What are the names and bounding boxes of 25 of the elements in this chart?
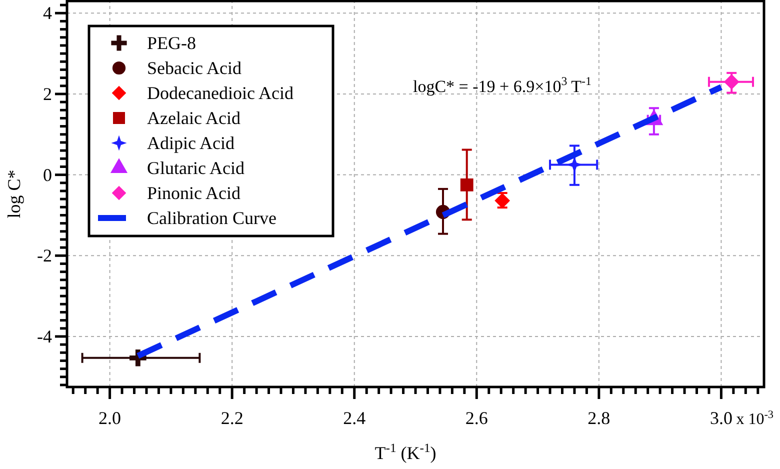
y-tick-label: 0 [43, 164, 52, 185]
annotation: logC* = -19 + 6.9×10$^{3}$ T$^{-1}$ [413, 74, 592, 96]
x-tick-label: 3.0 [710, 408, 732, 428]
legend-label: Adipic Acid [147, 133, 234, 153]
y-axis-title: log C* [4, 170, 24, 218]
x-tick-label: 2.8 [588, 408, 610, 428]
x-tick-label: 2.4 [343, 408, 366, 428]
legend-label: Glutaric Acid [147, 158, 244, 178]
point [724, 74, 740, 90]
y-tick-label: -2 [37, 246, 52, 266]
text: x 10$^{-3}$ [736, 409, 774, 428]
legend-label: PEG-8 [147, 33, 196, 53]
legend-label: Pinonic Acid [147, 183, 240, 203]
legend-label: Sebacic Acid [147, 58, 242, 78]
y-tick-label: -4 [37, 326, 52, 346]
legend-label: Dodecanedioic Acid [147, 83, 294, 103]
legend-label: Azelaic Acid [147, 108, 240, 128]
x-tick-label: 2.6 [465, 408, 488, 428]
y-tick-label: 4 [43, 3, 52, 24]
x-tick-label: 2.0 [98, 408, 122, 428]
y-tick-label: 2 [43, 84, 52, 104]
x-axis-title: T$^{-1}$ (K$^{-1}$) [374, 441, 436, 463]
point [460, 178, 474, 192]
x-tick-label: 2.2 [220, 408, 244, 428]
legend-label: Calibration Curve [147, 208, 276, 228]
